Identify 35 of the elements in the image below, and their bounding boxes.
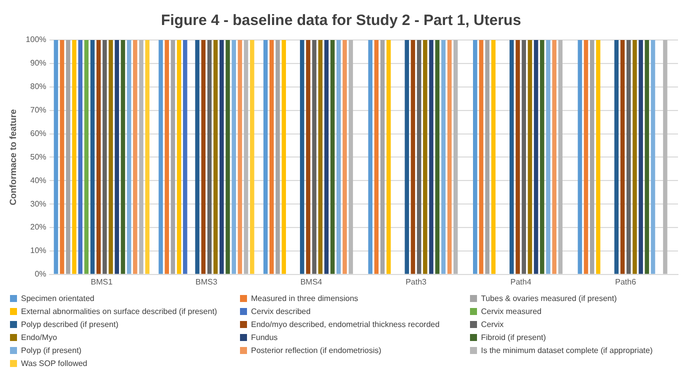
legend-label: Cervix	[481, 320, 504, 329]
y-tick-label: 40%	[30, 176, 46, 185]
x-tick-label: BMS3	[196, 277, 218, 286]
legend-label: Polyp (if present)	[21, 346, 82, 355]
y-tick-label: 60%	[30, 128, 46, 138]
x-tick-label: BMS4	[300, 277, 323, 286]
legend-label: External abnormalities on surface described (if present)	[21, 307, 218, 316]
legend-label: Posterior reflection (if endometriosis)	[251, 346, 382, 355]
y-tick-label: 10%	[30, 246, 46, 256]
y-tick-label: 50%	[30, 152, 46, 162]
y-tick-label: 80%	[30, 82, 46, 92]
legend-label: Endo/Myo	[21, 333, 58, 342]
legend-label: Was SOP followed	[21, 359, 88, 368]
y-tick-label: 100%	[26, 35, 46, 44]
y-tick-label: 90%	[30, 58, 46, 68]
y-tick-label: 20%	[30, 222, 46, 232]
y-tick-label: 70%	[30, 106, 46, 115]
legend-label: Cervix measured	[481, 307, 542, 316]
y-axis-title: Conformace to feature	[8, 109, 18, 206]
legend-label: Fundus	[251, 333, 278, 342]
x-tick-label: Path3	[406, 277, 428, 286]
x-tick-label: Path6	[615, 277, 637, 286]
legend-label: Is the minimum dataset complete (if appropriate)	[481, 346, 653, 355]
y-tick-label: 30%	[30, 199, 46, 208]
legend-label: Measured in three dimensions	[251, 294, 358, 303]
chart-title: Figure 4 - baseline data for Study 2 - Part 1, Uterus	[160, 12, 522, 30]
legend-label: Tubes & ovaries measured (if present)	[481, 294, 617, 303]
x-tick-label: Path4	[510, 277, 532, 286]
legend-label: Fibroid (if present)	[481, 333, 546, 342]
y-tick-label: 0%	[34, 270, 46, 279]
legend-label: Polyp described (if present)	[21, 320, 118, 329]
legend-label: Cervix described	[251, 307, 311, 316]
legend-label: Endo/myo described, endometrial thickness recorded	[251, 320, 440, 329]
legend-label: Specimen orientated	[21, 294, 94, 303]
x-tick-label: BMS1	[90, 277, 114, 286]
